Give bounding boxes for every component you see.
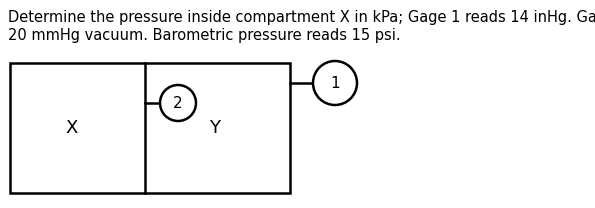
Text: 2: 2: [173, 95, 183, 110]
Text: 1: 1: [330, 76, 340, 90]
Text: 20 mmHg vacuum. Barometric pressure reads 15 psi.: 20 mmHg vacuum. Barometric pressure read…: [8, 28, 400, 43]
Text: X: X: [66, 119, 78, 137]
Text: Y: Y: [209, 119, 221, 137]
Bar: [10, 63, 290, 193]
Circle shape: [313, 61, 357, 105]
Circle shape: [160, 85, 196, 121]
Text: Determine the pressure inside compartment X in kPa; Gage 1 reads 14 inHg. Gage 2: Determine the pressure inside compartmen…: [8, 10, 595, 25]
